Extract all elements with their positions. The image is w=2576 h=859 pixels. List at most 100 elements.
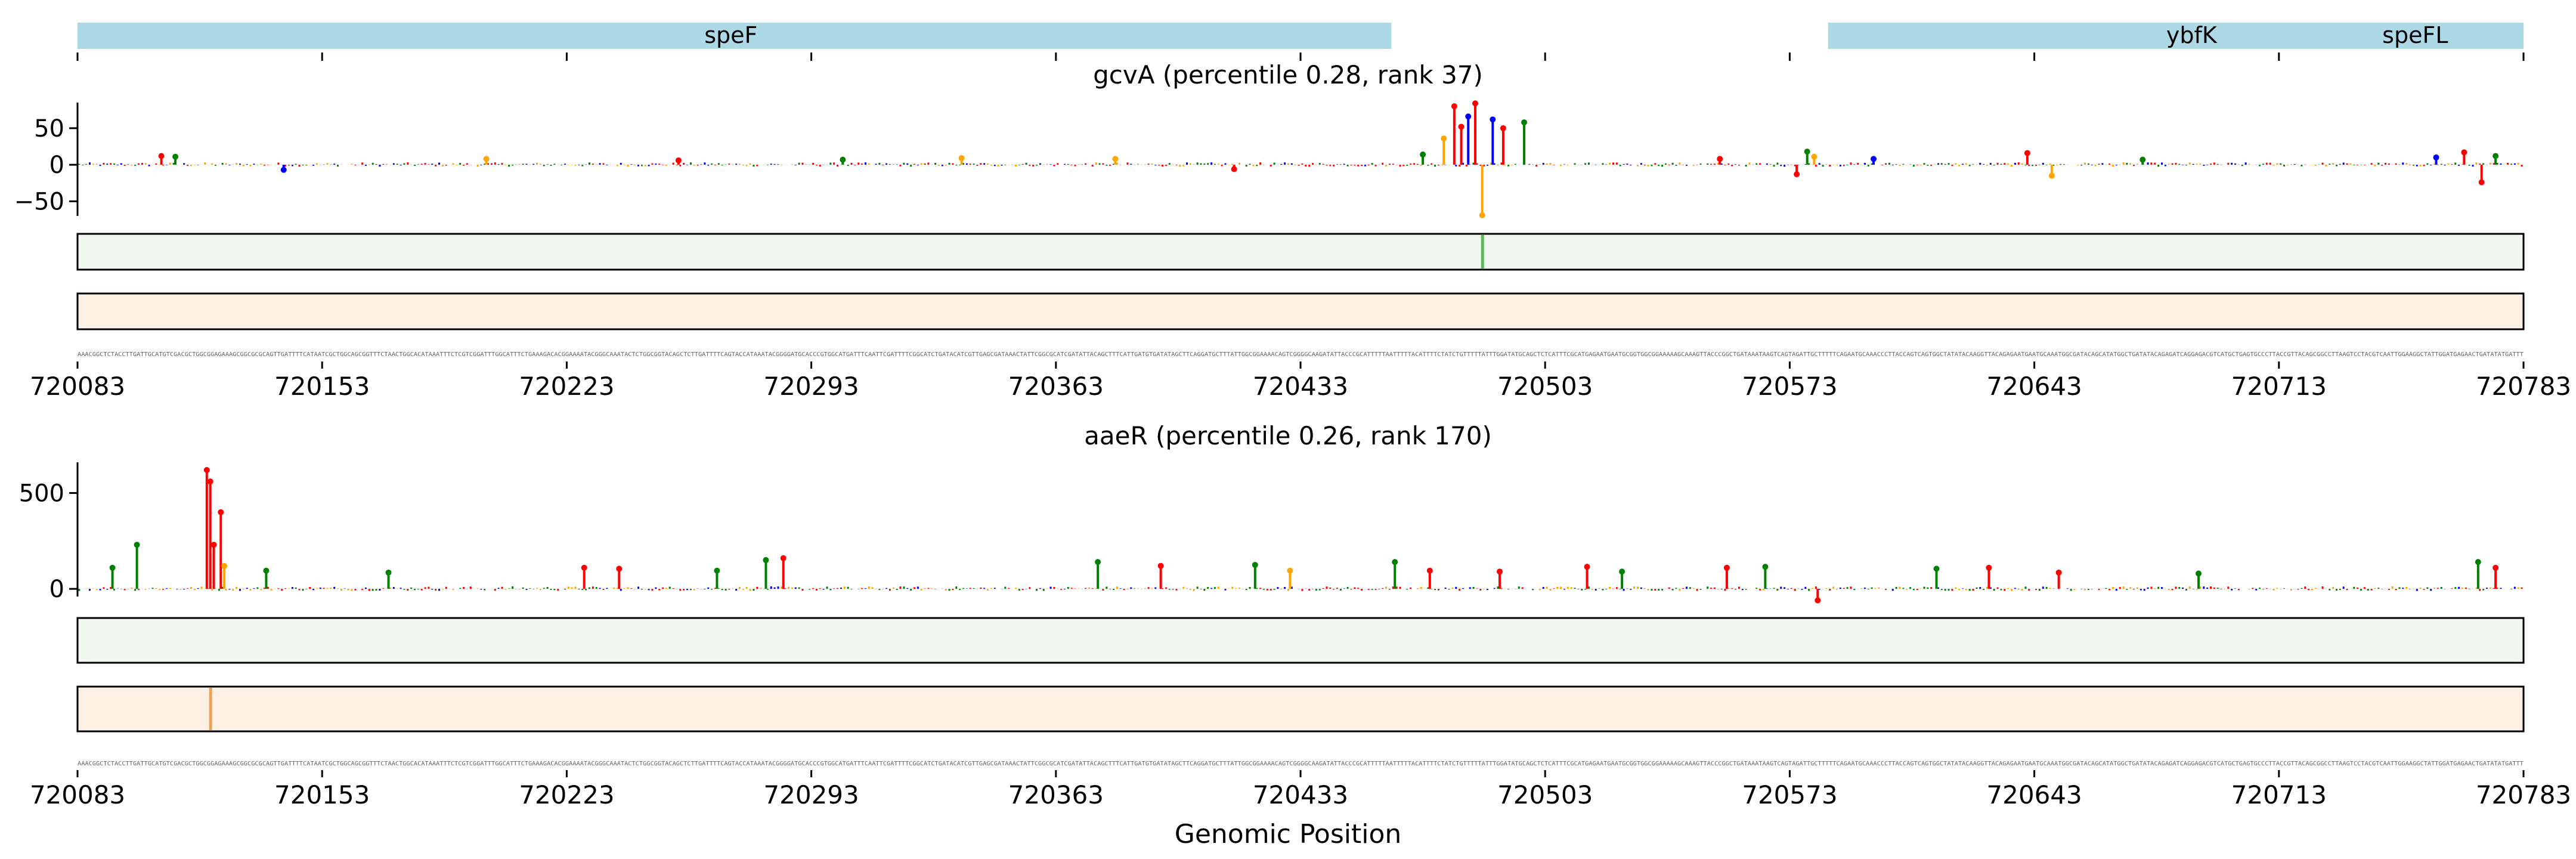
attribution-peak-cap — [1933, 566, 1940, 572]
y-tick-label: 50 — [34, 115, 64, 143]
attribution-peak-cap — [218, 509, 224, 515]
x-tick-label: 720293 — [763, 372, 859, 401]
orange-hotspot — [209, 688, 212, 730]
y-axis-gcva: 50 0 −50 — [14, 103, 79, 216]
gene-label-spef: speF — [704, 22, 757, 48]
attribution-peak-cap — [1287, 567, 1293, 574]
attribution-peak-cap — [1986, 564, 1992, 571]
attribution-peak-cap — [1479, 212, 1485, 218]
orange-strip-frame — [76, 685, 2525, 733]
y-axis-aaer: 500 0 — [19, 462, 79, 603]
attribution-peak-cap — [1465, 113, 1472, 120]
attribution-peak-cap — [675, 157, 682, 163]
panel-aaer: aaeR (percentile 0.26, rank 170) 500 0 AA… — [19, 421, 2572, 809]
attribution-peak-cap — [714, 567, 720, 574]
x-tick-label: 720713 — [2231, 780, 2327, 809]
panel-title-gcva: gcvA (percentile 0.28, rank 37) — [1093, 60, 1483, 89]
x-tick-label: 720433 — [1253, 372, 1348, 401]
attribution-peak-cap — [109, 564, 116, 571]
attribution-peak-cap — [210, 542, 217, 548]
y-tick-label: 500 — [19, 480, 64, 507]
x-tick-label: 720573 — [1742, 372, 1837, 401]
attribution-peak-cap — [1794, 171, 1800, 178]
attribution-peak-cap — [1451, 103, 1457, 110]
attribution-peak-cap — [207, 478, 213, 485]
attribution-peak-cap — [2196, 570, 2202, 577]
attribution-peak-cap — [1497, 568, 1503, 575]
attribution-peak-cap — [1157, 563, 1164, 569]
attribution-peak-cap — [1426, 567, 1433, 574]
attribution-peak-cap — [2140, 156, 2146, 163]
attribution-peak-cap — [616, 566, 623, 572]
attribution-peak-cap — [1804, 149, 1810, 155]
x-axis-aaer: 720083 720153 720223 720293 720363 720433 7205… — [30, 770, 2571, 809]
y-tick-label: 0 — [49, 576, 64, 603]
attribution-peak-cap — [1441, 135, 1447, 142]
x-tick-label: 720503 — [1497, 780, 1593, 809]
attribution-peak-cap — [2461, 149, 2467, 156]
attribution-peak-cap — [1490, 116, 1496, 123]
attribution-peak-cap — [2493, 153, 2499, 159]
attribution-peak-cap — [2493, 564, 2499, 571]
x-tick-label: 720293 — [763, 780, 859, 809]
x-tick-label: 720783 — [2476, 780, 2571, 809]
x-tick-label: 720083 — [30, 372, 125, 401]
attribution-peak-cap — [385, 569, 392, 576]
attribution-peak-cap — [2024, 150, 2030, 156]
attribution-peak-cap — [763, 557, 769, 563]
attribution-peak-cap — [203, 466, 210, 473]
attribution-peak-cap — [483, 156, 490, 162]
x-tick-label: 720433 — [1253, 780, 1348, 809]
attribution-peak-cap — [1584, 564, 1590, 570]
gene-bar-spef — [78, 23, 1392, 49]
x-tick-label: 720573 — [1742, 780, 1837, 809]
attribution-peak-cap — [1619, 568, 1626, 575]
x-tick-label: 720223 — [519, 372, 614, 401]
attribution-track-gcva — [78, 100, 2523, 218]
attribution-peak-cap — [1717, 156, 1723, 162]
x-tick-label: 720083 — [30, 780, 125, 809]
panel-title-aaer: aaeR (percentile 0.26, rank 170) — [1084, 421, 1492, 450]
attribution-peak-cap — [1762, 564, 1769, 570]
attribution-peak-cap — [1815, 597, 1821, 604]
x-tick-label: 720713 — [2231, 372, 2327, 401]
attribution-peak-cap — [158, 153, 165, 159]
attribution-peak-cap — [1521, 119, 1528, 126]
gene-label-ybfk: ybfK — [2166, 22, 2218, 48]
attribution-peak-cap — [2055, 569, 2062, 576]
x-tick-label: 720783 — [2476, 372, 2571, 401]
orange-strip-frame — [76, 292, 2525, 330]
attribution-peak-cap — [1472, 100, 1478, 107]
sequence-track-gcva: AAACGGCTCTACCTTGATTGCATGTCGACGCTGGCGGAGA… — [78, 351, 2524, 358]
gene-annotation-track: speF ybfK speFL — [76, 22, 2525, 61]
sequence-track-aaer: AAACGGCTCTACCTTGATTGCATGTCGACGCTGGCGGAGA… — [78, 761, 2524, 767]
attribution-peak-cap — [280, 166, 287, 173]
attribution-peak-cap — [2478, 179, 2485, 186]
attribution-peak-cap — [221, 563, 228, 569]
x-tick-label: 720223 — [519, 780, 614, 809]
x-tick-label: 720643 — [1986, 372, 2082, 401]
green-heatmap-strip-aaer — [76, 617, 2525, 664]
attribution-peak-cap — [1420, 152, 1426, 158]
attribution-peak-cap — [840, 156, 846, 163]
attribution-peak-cap — [172, 153, 179, 160]
x-tick-label: 720643 — [1986, 780, 2082, 809]
attribution-peak-cap — [1392, 559, 1398, 566]
gene-label-spefl: speFL — [2382, 22, 2448, 48]
green-strip-frame — [76, 233, 2525, 271]
attribution-peak-cap — [1252, 561, 1258, 568]
attribution-peak-cap — [2475, 559, 2481, 566]
x-tick-label: 720363 — [1008, 372, 1104, 401]
attribution-peak-cap — [1458, 123, 1465, 130]
panel-gcva: gcvA (percentile 0.28, rank 37) 50 0 −50 A… — [14, 60, 2572, 401]
attribution-peak-cap — [1500, 125, 1506, 131]
green-hotspot — [1481, 235, 1484, 268]
attribution-peak-cap — [780, 555, 787, 561]
attribution-peak-cap — [1112, 156, 1119, 162]
x-tick-label: 720153 — [274, 372, 370, 401]
orange-heatmap-strip-gcva — [76, 292, 2525, 330]
attribution-peak-cap — [1811, 153, 1818, 160]
attribution-peak-cap — [2433, 154, 2439, 160]
gene-bar-spefl — [1828, 23, 2524, 49]
